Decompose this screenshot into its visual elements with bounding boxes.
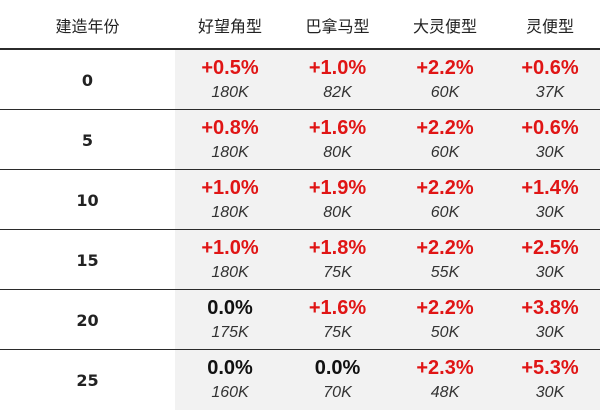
tonnage-value: 30K <box>535 144 565 161</box>
percent-change: +1.6% <box>308 117 367 139</box>
tonnage-value: 175K <box>211 324 249 341</box>
tonnage-value: 30K <box>535 384 565 401</box>
tonnage-value: 180K <box>211 84 249 101</box>
value-cell: +2.5% 30K <box>500 230 600 290</box>
value-cell: +1.8% 75K <box>285 230 390 290</box>
table-row: 0 +0.5% 180K +1.0% 82K +2.2% 60K +0.6% 37K <box>0 50 600 110</box>
percent-change: +2.5% <box>521 237 579 259</box>
percent-change: +1.4% <box>521 177 579 199</box>
percent-change: +0.6% <box>521 57 579 79</box>
tonnage-value: 30K <box>535 204 565 221</box>
tonnage-value: 48K <box>430 384 460 401</box>
percent-change: +0.5% <box>201 57 259 79</box>
value-cell: +1.6% 80K <box>285 110 390 170</box>
row-divider <box>0 229 600 231</box>
value-cell: +1.0% 180K <box>175 170 285 230</box>
row-divider <box>0 169 600 171</box>
value-cell: +2.2% 55K <box>390 230 500 290</box>
row-divider <box>0 349 600 351</box>
build-year-cell: 10 <box>0 170 175 230</box>
build-year-cell: 25 <box>0 350 175 410</box>
build-year-cell: 15 <box>0 230 175 290</box>
value-cell: 0.0% 70K <box>285 350 390 410</box>
percent-change: +2.2% <box>416 237 474 259</box>
table-row: 10 +1.0% 180K +1.9% 80K +2.2% 60K +1.4% 30K <box>0 170 600 230</box>
tonnage-value: 70K <box>323 384 352 401</box>
value-cell: +5.3% 30K <box>500 350 600 410</box>
tonnage-value: 82K <box>323 84 352 101</box>
percent-change: +0.8% <box>201 117 259 139</box>
tonnage-value: 160K <box>211 384 249 401</box>
value-cell: +2.2% 60K <box>390 170 500 230</box>
tonnage-value: 37K <box>535 84 565 101</box>
value-cell: 0.0% 175K <box>175 290 285 350</box>
percent-change: +2.3% <box>416 357 474 379</box>
header-build-year: 建造年份 <box>55 16 120 36</box>
value-cell: +2.2% 60K <box>390 50 500 110</box>
percent-change: +1.0% <box>201 237 259 259</box>
tonnage-value: 180K <box>211 264 249 281</box>
percent-change: +2.2% <box>416 117 474 139</box>
tonnage-value: 30K <box>535 324 565 341</box>
tonnage-value: 60K <box>430 204 460 221</box>
percent-change: 0.0% <box>207 297 253 319</box>
tonnage-value: 60K <box>430 84 460 101</box>
tonnage-value: 180K <box>211 144 249 161</box>
build-year-cell: 0 <box>0 50 175 110</box>
tonnage-value: 55K <box>430 264 460 281</box>
tonnage-value: 30K <box>535 264 565 281</box>
table-row: 20 0.0% 175K +1.6% 75K +2.2% 50K +3.8% 30K <box>0 290 600 350</box>
tonnage-value: 80K <box>323 204 352 221</box>
value-cell: +0.8% 180K <box>175 110 285 170</box>
value-cell: +2.2% 60K <box>390 110 500 170</box>
value-cell: 0.0% 160K <box>175 350 285 410</box>
percent-change: +1.0% <box>308 57 367 79</box>
percent-change: 0.0% <box>314 357 361 379</box>
value-cell: +3.8% 30K <box>500 290 600 350</box>
value-cell: +2.2% 50K <box>390 290 500 350</box>
value-cell: +0.6% 37K <box>500 50 600 110</box>
percent-change: +1.0% <box>201 177 259 199</box>
value-cell: +1.6% 75K <box>285 290 390 350</box>
percent-change: +1.8% <box>308 237 367 259</box>
tonnage-value: 80K <box>323 144 352 161</box>
percent-change: +5.3% <box>521 357 579 379</box>
header-supramax: 大灵便型 <box>412 16 477 36</box>
value-cell: +0.6% 30K <box>500 110 600 170</box>
percent-change: +2.2% <box>416 297 474 319</box>
value-cell: +1.0% 180K <box>175 230 285 290</box>
percent-change: +1.9% <box>308 177 367 199</box>
row-divider <box>0 109 600 111</box>
header-divider <box>0 48 600 50</box>
header-capesize: 好望角型 <box>197 16 262 36</box>
percent-change: +1.6% <box>308 297 367 319</box>
table-row: 25 0.0% 160K 0.0% 70K +2.3% 48K +5.3% 30K <box>0 350 600 410</box>
tonnage-value: 75K <box>323 264 352 281</box>
tonnage-value: 60K <box>430 144 460 161</box>
tonnage-value: 180K <box>211 204 249 221</box>
percent-change: +2.2% <box>416 177 474 199</box>
value-cell: +1.4% 30K <box>500 170 600 230</box>
value-cell: +0.5% 180K <box>175 50 285 110</box>
percent-change: 0.0% <box>207 357 253 379</box>
table-row: 5 +0.8% 180K +1.6% 80K +2.2% 60K +0.6% 30K <box>0 110 600 170</box>
header-panamax: 巴拿马型 <box>305 16 370 36</box>
row-divider <box>0 289 600 291</box>
value-cell: +1.0% 82K <box>285 50 390 110</box>
build-year-cell: 20 <box>0 290 175 350</box>
value-cell: +2.3% 48K <box>390 350 500 410</box>
percent-change: +3.8% <box>521 297 579 319</box>
tonnage-value: 75K <box>323 324 352 341</box>
table-row: 15 +1.0% 180K +1.8% 75K +2.2% 55K +2.5% 30K <box>0 230 600 290</box>
percent-change: +2.2% <box>416 57 474 79</box>
percent-change: +0.6% <box>521 117 579 139</box>
value-cell: +1.9% 80K <box>285 170 390 230</box>
build-year-cell: 5 <box>0 110 175 170</box>
tonnage-value: 50K <box>430 324 460 341</box>
table-header: 建造年份 好望角型 巴拿马型 大灵便型 灵便型 <box>0 0 600 49</box>
header-handysize: 灵便型 <box>525 16 574 36</box>
